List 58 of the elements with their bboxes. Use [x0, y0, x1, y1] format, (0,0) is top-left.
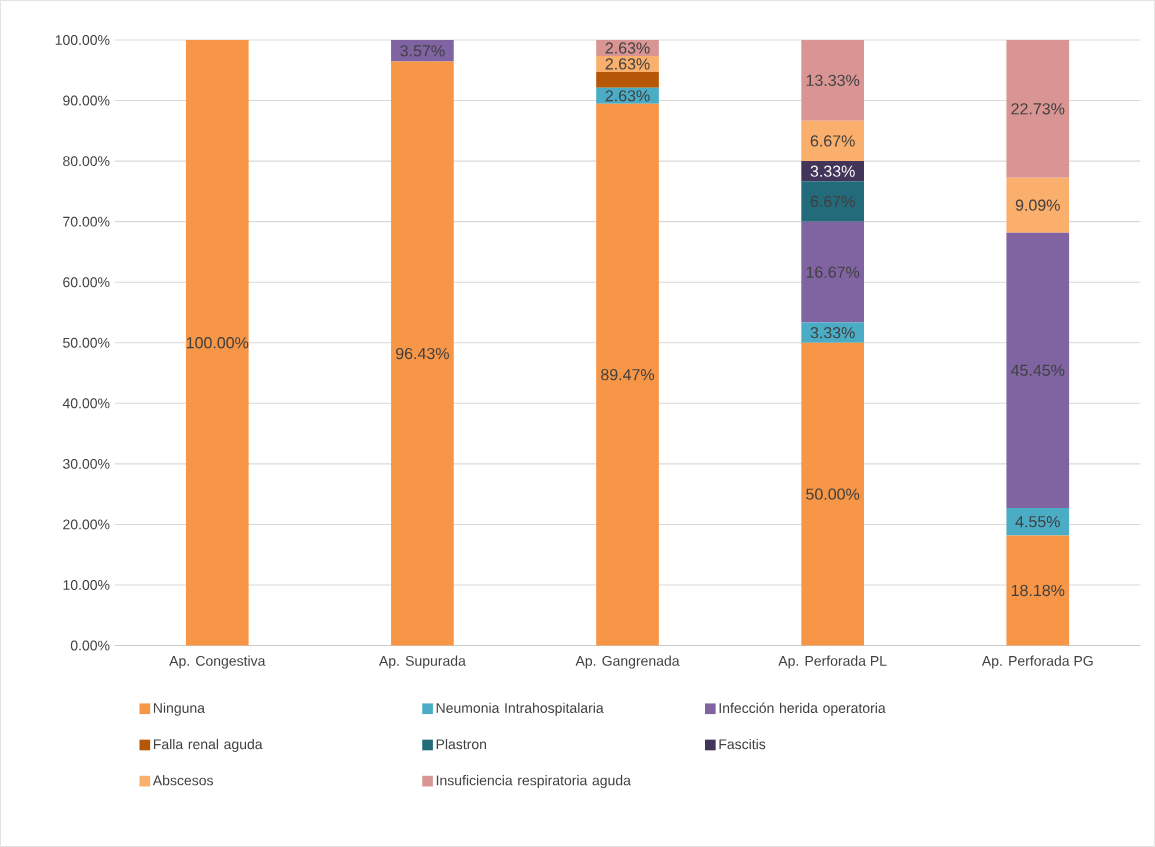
data-label: 100.00%	[186, 337, 249, 349]
x-tick-label: Ap. Perforada PL	[778, 655, 887, 669]
x-tick-label: Ap. Congestiva	[169, 655, 266, 669]
x-tick-label: Ap. Gangrenada	[575, 655, 680, 669]
legend-label: Fascitis	[719, 738, 766, 750]
y-tick-label: 40.00%	[62, 398, 110, 409]
bar	[801, 181, 864, 222]
data-label: 50.00%	[806, 488, 860, 500]
y-tick-label: 50.00%	[63, 337, 110, 348]
y-tick-label: 90.00%	[63, 95, 110, 106]
bar	[801, 342, 864, 646]
data-label: 2.63%	[605, 42, 650, 54]
data-label: 18.18%	[1011, 584, 1065, 597]
legend-label: Infección herida operatoria	[719, 702, 886, 716]
data-label: 45.45%	[1011, 364, 1065, 376]
data-label: 96.43%	[396, 347, 449, 360]
data-label: 2.63%	[605, 58, 650, 70]
data-label: 4.55%	[1015, 516, 1060, 528]
bar	[801, 120, 864, 162]
data-label: 3.57%	[400, 45, 445, 57]
legend-label: Neumonia Intrahospitalaria	[436, 702, 604, 716]
bar	[1006, 177, 1070, 233]
y-tick-label: 80.00%	[63, 156, 110, 167]
legend-label: Ninguna	[153, 702, 205, 716]
data-label: 6.67%	[810, 135, 855, 147]
bar	[1006, 40, 1070, 178]
legend-label: Insuficiencia respiratoria aguda	[436, 775, 631, 789]
data-label: 2.63%	[605, 90, 650, 102]
x-tick-label: Ap. Supurada	[378, 655, 466, 669]
data-label: 6.67%	[810, 195, 855, 208]
bar	[801, 221, 864, 323]
bar	[1006, 507, 1070, 536]
bar	[391, 40, 454, 62]
data-label: 13.33%	[806, 74, 860, 87]
y-tick-label: 60.00%	[63, 277, 110, 288]
bar	[801, 40, 864, 121]
bar	[185, 40, 249, 646]
data-label: 9.09%	[1015, 199, 1060, 211]
data-label: 3.33%	[810, 327, 855, 339]
y-tick-label: 30.00%	[63, 458, 110, 469]
bar	[1006, 232, 1070, 508]
data-label: 16.67%	[806, 266, 860, 278]
data-label: 3.33%	[810, 165, 855, 177]
y-tick-label: 10.00%	[63, 580, 110, 590]
x-tick-label: Ap. Perforada PG	[981, 655, 1093, 669]
bar	[1006, 535, 1070, 646]
bar	[391, 61, 454, 646]
y-tick-label: 70.00%	[63, 216, 110, 227]
bar	[596, 103, 659, 646]
bar	[596, 71, 659, 88]
y-tick-label: 100.00%	[55, 35, 110, 46]
data-label: 22.73%	[1011, 103, 1065, 115]
data-label: 89.47%	[601, 369, 655, 381]
legend-label: Abscesos	[152, 775, 214, 786]
legend-label: Plastron	[436, 738, 487, 750]
y-tick-label: 0.00%	[70, 640, 110, 651]
legend-label: Falla renal aguda	[153, 738, 263, 753]
y-tick-label: 20.00%	[63, 519, 110, 530]
